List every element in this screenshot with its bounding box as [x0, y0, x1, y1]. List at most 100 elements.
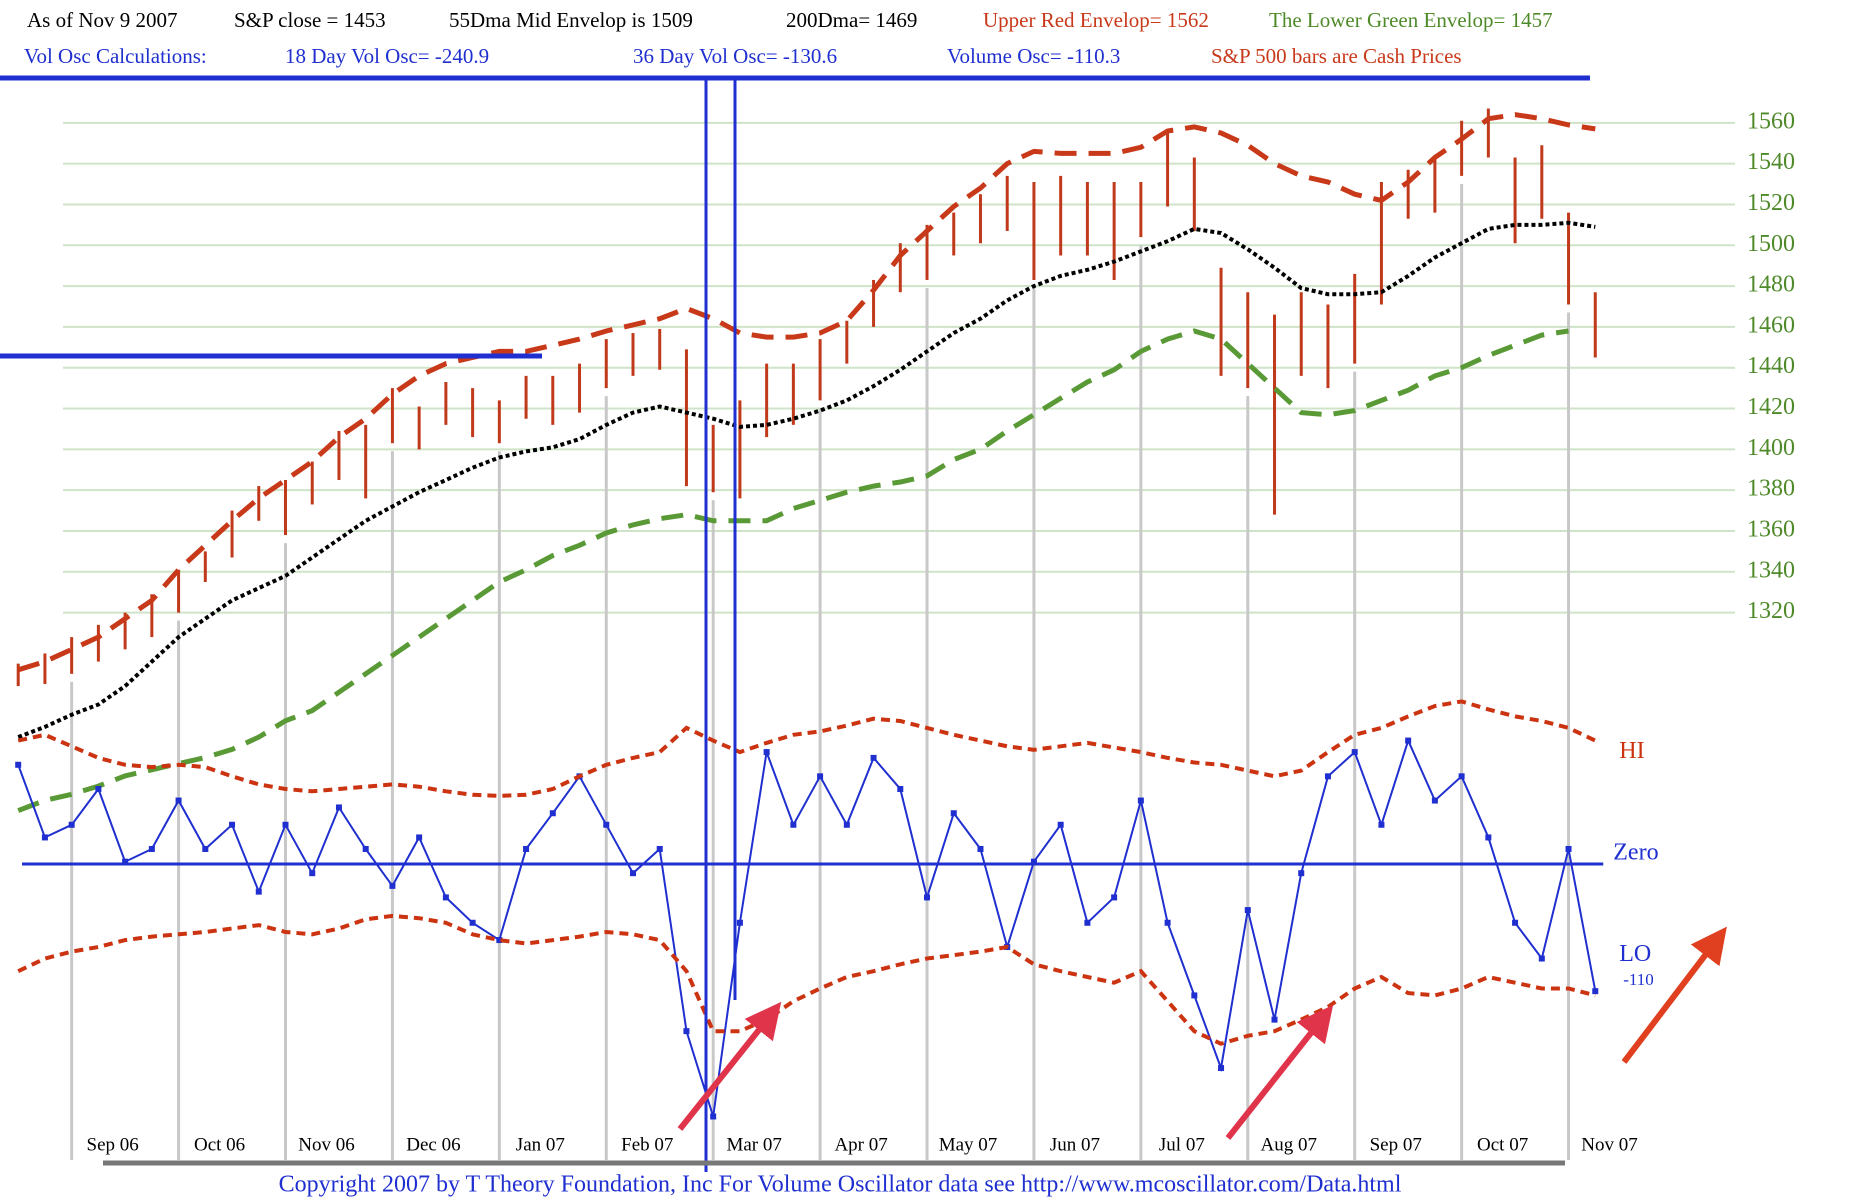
oscillator-point — [817, 773, 824, 780]
header-text: 18 Day Vol Osc= -240.9 — [285, 44, 489, 68]
oscillator-point — [416, 834, 423, 841]
oscillator-point — [335, 804, 342, 811]
oscillator-point — [1084, 919, 1091, 926]
y-tick-label: 1520 — [1747, 190, 1795, 216]
oscillator-point — [950, 810, 957, 817]
envelope-line — [17, 220, 1596, 739]
oscillator-point — [1458, 773, 1465, 780]
oscillator-point — [175, 797, 182, 804]
x-tick-label: May 07 — [939, 1134, 998, 1155]
oscillator-point — [1431, 797, 1438, 804]
y-tick-label: 1360 — [1747, 516, 1795, 542]
y-tick-label: 1320 — [1747, 598, 1795, 624]
y-tick-label: 1560 — [1747, 108, 1795, 134]
oscillator-point — [1351, 749, 1358, 756]
oscillator-point — [148, 845, 155, 852]
oscillator-line — [17, 737, 1597, 1117]
y-tick-label: 1460 — [1747, 312, 1795, 338]
x-tick-label: Sep 07 — [1370, 1134, 1422, 1155]
oscillator-point — [1592, 988, 1599, 995]
oscillator-point — [362, 845, 369, 852]
header-text: S&P 500 bars are Cash Prices — [1211, 44, 1462, 68]
footer: Copyright 2007 by T Theory Foundation, I… — [279, 1172, 1402, 1198]
oscillator-point — [1137, 797, 1144, 804]
x-tick-label: Mar 07 — [726, 1134, 781, 1155]
band-line — [17, 913, 1596, 1046]
y-tick-label: 1500 — [1747, 231, 1795, 257]
oscillator-point — [309, 870, 316, 877]
oscillator-point — [442, 894, 449, 901]
arrow — [1225, 1004, 1334, 1140]
x-tick-label: Jun 07 — [1050, 1134, 1100, 1155]
arrow — [1621, 926, 1727, 1064]
oscillator-point — [656, 845, 663, 852]
oscillator-point — [870, 754, 877, 761]
x-tick-label: Oct 07 — [1477, 1134, 1528, 1155]
x-tick-label: Feb 07 — [621, 1134, 673, 1155]
oscillator-point — [1191, 992, 1198, 999]
oscillator-point — [763, 749, 770, 756]
header-text: 200Dma= 1469 — [786, 8, 917, 32]
oscillator-point — [1538, 955, 1545, 962]
oscillator-point — [523, 845, 530, 852]
x-tick-label: Aug 07 — [1261, 1134, 1317, 1155]
oscillator-point — [68, 821, 75, 828]
x-tick-label: Dec 06 — [406, 1134, 460, 1155]
envelope-line — [17, 112, 1596, 673]
oscillator-point — [1324, 773, 1331, 780]
envelope-line — [17, 328, 1569, 813]
x-tick-label: Jan 07 — [516, 1134, 565, 1155]
oscillator-point — [389, 882, 396, 889]
oscillator-point — [603, 821, 610, 828]
oscillator-point — [790, 821, 797, 828]
oscillator-point — [1485, 834, 1492, 841]
oscillator-point — [1298, 870, 1305, 877]
overlay — [0, 80, 1727, 1172]
header: As of Nov 9 2007 S&P close = 1453 55Dma … — [24, 8, 1553, 68]
band-label: HI — [1619, 738, 1644, 764]
x-tick-label: Nov 07 — [1581, 1134, 1637, 1155]
oscillator-point — [15, 761, 22, 768]
oscillator-point — [255, 888, 262, 895]
oscillator-point — [1565, 845, 1572, 852]
x-tick-label: Apr 07 — [834, 1134, 887, 1155]
oscillator-point — [897, 786, 904, 793]
oscillator-point — [1111, 894, 1118, 901]
header-text: S&P close = 1453 — [234, 8, 386, 32]
y-tick-label: 1380 — [1747, 476, 1795, 502]
oscillator-point — [282, 821, 289, 828]
y-tick-label: 1540 — [1747, 149, 1795, 175]
header-text: Volume Osc= -110.3 — [947, 44, 1120, 68]
oscillator-point — [549, 810, 556, 817]
oscillator-point — [1512, 919, 1519, 926]
oscillator-point — [629, 870, 636, 877]
oscillator-point — [95, 786, 102, 793]
plot-area: 1320 1340 1360 1380 1400 1420 1440 1460 1480 1500… — [15, 108, 1795, 1160]
x-tick-label: Oct 06 — [194, 1134, 245, 1155]
arrow — [677, 1001, 782, 1131]
oscillator-point — [1244, 907, 1251, 914]
y-tick-label: 1420 — [1747, 394, 1795, 420]
header-text: Vol Osc Calculations: — [24, 44, 207, 68]
oscillator-point — [1057, 821, 1064, 828]
y-tick-label: 1400 — [1747, 435, 1795, 461]
header-text: As of Nov 9 2007 — [27, 8, 178, 32]
oscillator-point — [710, 1113, 717, 1120]
oscillator-point — [41, 834, 48, 841]
y-tick-label: 1440 — [1747, 353, 1795, 379]
oscillator-point — [1030, 858, 1037, 865]
zero-label: Zero — [1613, 839, 1658, 865]
oscillator-point — [924, 894, 931, 901]
header-text: Upper Red Envelop= 1562 — [983, 8, 1209, 32]
oscillator-point — [1164, 919, 1171, 926]
oscillator-point — [1218, 1065, 1225, 1072]
header-text: The Lower Green Envelop= 1457 — [1269, 8, 1553, 32]
band-label: LO — [1619, 941, 1651, 967]
oscillator-point — [683, 1028, 690, 1035]
oscillator-point — [843, 821, 850, 828]
oscillator-point — [229, 821, 236, 828]
header-text: 55Dma Mid Envelop is 1509 — [449, 8, 693, 32]
header-text: 36 Day Vol Osc= -130.6 — [633, 44, 837, 68]
